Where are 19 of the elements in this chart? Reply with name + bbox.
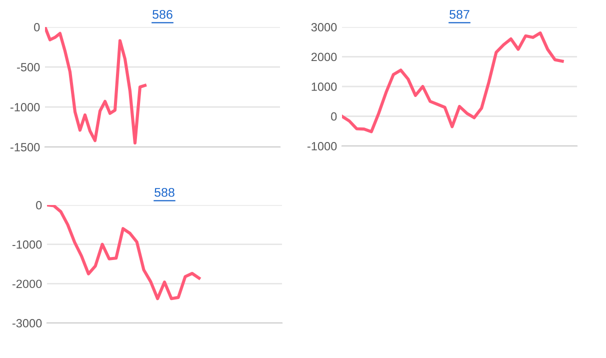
y-tick-label: -2000 xyxy=(12,280,42,288)
line-series xyxy=(45,27,147,145)
y-tick-label: 2000 xyxy=(311,52,337,62)
line-series xyxy=(342,31,564,134)
y-tick-label: -1000 xyxy=(307,142,337,150)
y-tick-label: 1000 xyxy=(312,82,337,91)
y-tick-label: 3000 xyxy=(311,23,337,32)
y-tick-label: 0 xyxy=(36,201,42,210)
y-tick-label: 0 xyxy=(34,23,40,32)
y-tick-label: -1000 xyxy=(10,103,40,112)
y-tick-label: -3000 xyxy=(12,319,42,328)
line-series xyxy=(47,205,201,300)
y-tick-label: -500 xyxy=(17,63,40,72)
chart-title: 587 xyxy=(450,10,470,19)
y-tick-label: -1000 xyxy=(12,240,42,249)
y-tick-label: -1500 xyxy=(10,143,40,152)
chart-title: 588 xyxy=(154,188,174,197)
chart-title: 586 xyxy=(152,10,172,19)
y-tick-label: 0 xyxy=(331,112,337,121)
